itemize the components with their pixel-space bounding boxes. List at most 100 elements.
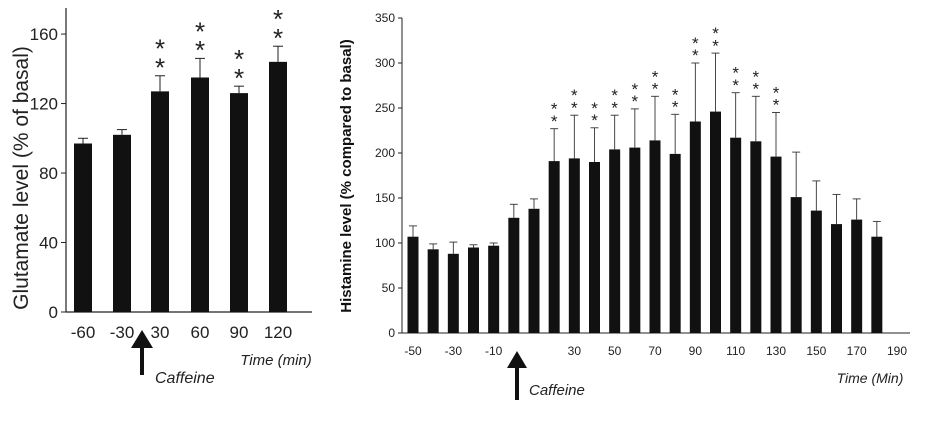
histamine-x-tick-label: 150: [806, 344, 826, 358]
histamine-y-axis-label: Histamine level (% compared to basal): [338, 39, 355, 312]
histamine-significance-marker: *: [773, 96, 780, 115]
histamine-significance-marker: *: [692, 34, 699, 53]
histamine-bar: [488, 245, 500, 333]
glutamate-bars: **** ****: [74, 4, 287, 313]
histamine-significance-marker: *: [611, 86, 618, 105]
histamine-significance-marker: *: [692, 46, 699, 65]
histamine-significance-marker: *: [591, 111, 598, 130]
glutamate-significance-marker: *: [195, 16, 205, 46]
histamine-bar: [810, 210, 822, 333]
histamine-y-ticks: 0 50 100 150 200 250 300 350: [375, 11, 402, 340]
glutamate-bar: [151, 91, 169, 312]
histamine-significance-marker: *: [551, 112, 558, 131]
histamine-y-tick-label: 0: [388, 326, 395, 340]
glutamate-x-ticks: -60 -30 30 60 90 120: [71, 323, 292, 342]
glutamate-significance-marker: *: [155, 52, 165, 82]
histamine-significance-marker: *: [591, 99, 598, 118]
histamine-significance-marker: *: [672, 85, 679, 104]
histamine-bar: [790, 197, 802, 333]
histamine-significance-marker: *: [652, 80, 659, 99]
histamine-caffeine-arrow: [507, 351, 527, 400]
glutamate-bar: [74, 143, 92, 312]
glutamate-x-tick-label: 90: [230, 323, 249, 342]
histamine-x-tick-label: -30: [445, 344, 463, 358]
glutamate-y-tick-label: 40: [39, 234, 58, 253]
glutamate-y-tick-label: 80: [39, 164, 58, 183]
histamine-x-tick-label: 110: [726, 344, 745, 358]
histamine-y-tick-label: 150: [375, 191, 395, 205]
histamine-bar: [508, 217, 520, 333]
glutamate-x-axis-label: Time (min): [240, 352, 312, 369]
glutamate-y-axis-label: Glutamate level (% of basal): [10, 46, 33, 310]
histamine-y-tick-label: 50: [382, 281, 396, 295]
histamine-x-ticks: -50 -30 -10 30 50 70 90 110 130 150 170 190: [404, 344, 907, 358]
histamine-bar: [851, 219, 863, 333]
histamine-significance-marker: *: [571, 86, 578, 105]
histamine-bar: [730, 137, 742, 333]
histamine-y-tick-label: 200: [375, 146, 395, 160]
histamine-bar: [669, 153, 681, 333]
histamine-bar: [750, 141, 762, 333]
histamine-bar: [568, 158, 580, 333]
histamine-significance-marker: *: [773, 84, 780, 103]
histamine-x-tick-label: 130: [766, 344, 786, 358]
glutamate-bar: [113, 134, 131, 312]
histamine-bar: [447, 253, 459, 333]
glutamate-x-tick-label: -30: [110, 323, 135, 342]
histamine-bar: [689, 121, 701, 333]
glutamate-caffeine-arrow: [131, 330, 153, 375]
histamine-y-tick-label: 250: [375, 101, 395, 115]
histamine-x-axis-label: Time (Min): [837, 370, 904, 386]
glutamate-y-tick-label: 120: [30, 95, 58, 114]
histamine-significance-marker: *: [753, 80, 760, 99]
glutamate-significance-marker: *: [234, 44, 244, 74]
histamine-x-tick-label: 30: [568, 344, 582, 358]
histamine-significance-marker: *: [712, 36, 719, 55]
histamine-significance-marker: *: [632, 92, 639, 111]
glutamate-bar: [230, 93, 248, 313]
glutamate-significance-marker: *: [273, 23, 283, 53]
glutamate-significance-marker: *: [155, 34, 165, 64]
histamine-bars: **** ******** ******** ** **: [407, 24, 883, 333]
histamine-x-tick-label: 70: [648, 344, 662, 358]
histamine-bar: [831, 224, 842, 333]
glutamate-x-tick-label: 120: [264, 323, 292, 342]
histamine-significance-marker: *: [571, 98, 578, 117]
histamine-significance-marker: *: [611, 98, 618, 117]
histamine-x-tick-label: -10: [485, 344, 503, 358]
glutamate-significance-marker: *: [234, 63, 244, 93]
histamine-bar: [407, 236, 419, 333]
glutamate-caffeine-label: Caffeine: [155, 370, 215, 387]
histamine-x-tick-label: 90: [689, 344, 703, 358]
glutamate-x-tick-label: 30: [151, 323, 170, 342]
glutamate-y-tick-label: 0: [49, 303, 58, 322]
glutamate-bar: [269, 61, 287, 313]
histamine-bar: [427, 249, 439, 333]
histamine-significance-marker: *: [732, 76, 739, 95]
histamine-caffeine-label: Caffeine: [529, 382, 585, 399]
histamine-bar: [649, 140, 661, 333]
glutamate-y-tick-label: 160: [30, 25, 58, 44]
histamine-significance-marker: *: [732, 64, 739, 83]
histamine-bar: [629, 147, 641, 333]
histamine-y-tick-label: 100: [375, 236, 395, 250]
histamine-significance-marker: *: [753, 67, 760, 86]
histamine-significance-marker: *: [632, 80, 639, 99]
histamine-y-tick-label: 300: [375, 56, 395, 70]
histamine-bar: [548, 161, 560, 333]
histamine-bar: [710, 111, 721, 333]
glutamate-significance-marker: *: [273, 4, 283, 34]
glutamate-significance-marker: *: [195, 35, 205, 65]
histamine-x-tick-label: 50: [608, 344, 622, 358]
histamine-bar: [528, 208, 540, 333]
glutamate-bar: [191, 77, 209, 312]
histamine-significance-marker: *: [712, 24, 719, 43]
histamine-bar: [589, 162, 600, 333]
histamine-x-tick-label: 190: [887, 344, 907, 358]
histamine-significance-marker: *: [551, 100, 558, 119]
histamine-bar: [609, 149, 621, 333]
histamine-significance-marker: *: [652, 67, 659, 86]
glutamate-x-tick-label: -60: [71, 323, 96, 342]
